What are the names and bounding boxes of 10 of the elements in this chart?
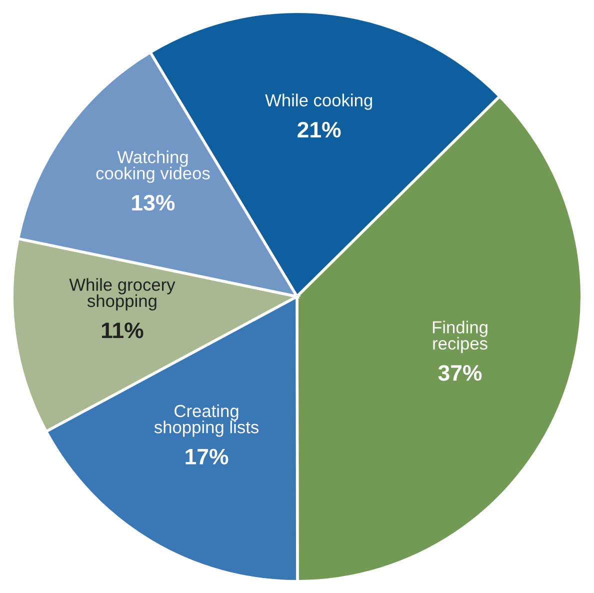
data-label: 13% (132, 194, 175, 211)
slice-label: Finding recipes (432, 320, 488, 354)
data-label: 37% (438, 365, 482, 381)
slice-label: While cooking (265, 94, 372, 110)
data-label: 11% (102, 322, 144, 338)
slice-label: Creating shopping lists (154, 404, 258, 437)
data-label: 17% (186, 448, 228, 464)
slice-label: Watching cooking videos (96, 150, 210, 183)
slice-label: While grocery shopping (69, 278, 176, 311)
data-label: 21% (298, 122, 341, 138)
